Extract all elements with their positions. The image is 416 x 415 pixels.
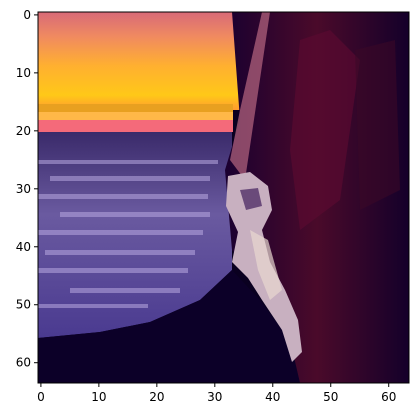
y-tick-label: 0 (23, 8, 31, 22)
x-tick-label: 50 (323, 390, 338, 404)
shore-shadow (38, 270, 300, 383)
y-tick-label: 20 (16, 124, 31, 138)
y-tick-label: 10 (16, 66, 31, 80)
x-tick-label: 10 (91, 390, 106, 404)
x-tick-label: 20 (149, 390, 164, 404)
y-tick-label: 60 (16, 356, 31, 370)
x-tick-label: 30 (207, 390, 222, 404)
sea-waves (38, 160, 218, 308)
x-tick-label: 60 (381, 390, 396, 404)
x-tick-label: 0 (37, 390, 45, 404)
axes-frame (37, 11, 410, 384)
y-tick-label: 50 (16, 298, 31, 312)
axis-ticks: 0 10 20 30 40 50 60 0 10 20 30 40 50 60 (16, 8, 397, 404)
photo-image (38, 12, 409, 383)
horizon-band (38, 104, 233, 112)
y-tick-label: 30 (16, 182, 31, 196)
sky-region (38, 12, 248, 110)
y-tick-label: 40 (16, 240, 31, 254)
x-tick-label: 40 (265, 390, 280, 404)
